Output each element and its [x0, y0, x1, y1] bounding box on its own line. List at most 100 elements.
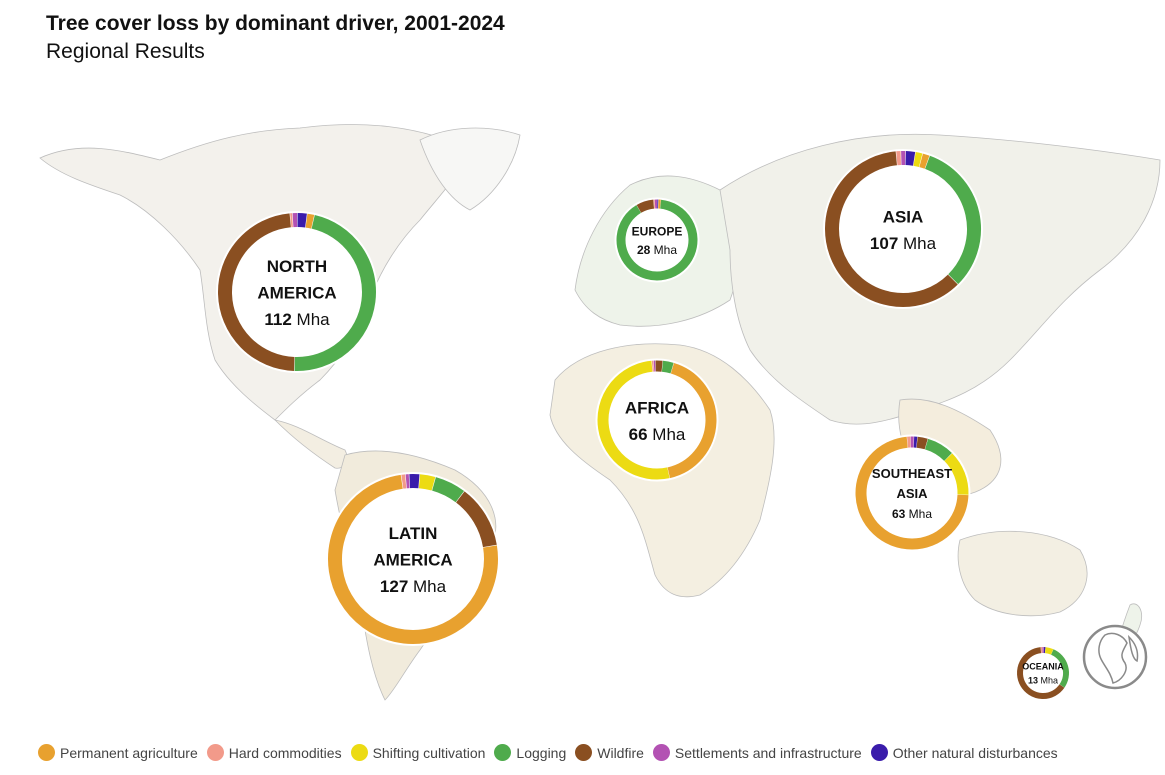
legend-label: Other natural disturbances — [892, 744, 1058, 761]
donut-segment-wildfire — [218, 213, 295, 371]
donut-total-value: 28 — [637, 243, 651, 257]
legend-swatch — [652, 744, 670, 761]
donut-segment-permanent-agriculture — [305, 213, 315, 229]
donut-segment-shifting-cultivation — [944, 453, 969, 495]
donut-background — [326, 472, 500, 646]
legend-swatch — [575, 744, 593, 761]
donut-total-label: 28 Mha — [637, 243, 677, 257]
donut-africa: AFRICA 66 Mha — [595, 358, 719, 482]
donut-total-value: 127 — [380, 577, 408, 596]
donut-segment-logging — [616, 199, 698, 281]
landmass-central-america — [273, 419, 348, 469]
donut-north-america: NORTH AMERICA 112 Mha — [216, 211, 378, 373]
legend-label: Settlements and infrastructure — [674, 744, 862, 761]
donut-background — [853, 434, 971, 552]
donut-background — [1015, 645, 1071, 701]
donut-segment-logging — [294, 215, 376, 371]
donut-total-value: 63 — [892, 507, 906, 521]
donut-segment-permanent-agriculture — [855, 436, 969, 550]
donut-total-unit: Mha — [898, 234, 936, 253]
donut-total-label: 107 Mha — [870, 234, 937, 253]
legend-swatch — [494, 744, 512, 761]
donut-segment-permanent-agriculture — [919, 153, 930, 169]
donut-segment-permanent-agriculture — [667, 362, 717, 479]
donut-region-label: AMERICA — [373, 551, 452, 570]
legend-swatch — [870, 744, 888, 761]
donut-segment-wildfire — [825, 151, 958, 307]
donut-background — [614, 197, 700, 283]
donut-region-label: NORTH — [267, 257, 327, 276]
donut-total-label: 112 Mha — [264, 310, 330, 329]
chart-subtitle: Regional Results — [46, 40, 205, 63]
chart-title: Tree cover loss by dominant driver, 2001… — [46, 12, 505, 35]
donut-background — [823, 149, 983, 309]
legend-item: Wildfire — [575, 744, 644, 761]
landmass-greenland — [419, 127, 521, 211]
donut-region-label: EUROPE — [632, 224, 683, 238]
donut-total-label: 63 Mha — [892, 507, 932, 521]
landmass-australia — [957, 530, 1088, 617]
donut-total-label: 127 Mha — [380, 577, 447, 596]
donut-segment-logging — [924, 438, 952, 461]
donut-europe: EUROPE 28 Mha — [614, 197, 700, 283]
donut-total-unit: Mha — [648, 425, 686, 444]
donut-background — [216, 211, 378, 373]
donut-region-label: SOUTHEAST — [872, 466, 952, 481]
legend-swatch — [350, 744, 368, 761]
donut-segment-shifting-cultivation — [418, 474, 436, 491]
donut-total-label: 66 Mha — [629, 425, 686, 444]
donut-segment-permanent-agriculture — [328, 474, 498, 644]
donut-total-value: 66 — [629, 425, 648, 444]
donut-background — [595, 358, 719, 482]
donut-total-value: 13 — [1028, 675, 1038, 685]
legend-item: Logging — [494, 744, 566, 761]
donut-segment-shifting-cultivation — [1044, 647, 1054, 655]
donut-segment-wildfire — [916, 436, 928, 450]
legend-label: Wildfire — [597, 744, 644, 761]
donut-segment-logging — [1050, 649, 1069, 688]
donut-total-value: 107 — [870, 234, 898, 253]
legend-item: Hard commodities — [206, 744, 342, 761]
donut-southeast-asia: SOUTHEAST ASIA 63 Mha — [853, 434, 971, 552]
donut-region-label: ASIA — [896, 486, 928, 501]
donut-segment-wildfire — [1017, 647, 1065, 699]
legend-item: Permanent agriculture — [38, 744, 198, 761]
donut-segment-other-natural-disturbances — [905, 151, 916, 166]
donut-region-label: OCEANIA — [1022, 662, 1064, 672]
donut-segment-logging — [661, 360, 674, 374]
donut-segment-wildfire — [636, 199, 655, 213]
legend-item: Shifting cultivation — [350, 744, 486, 761]
donut-total-label: 13 Mha — [1028, 675, 1058, 685]
donut-region-label: AMERICA — [257, 284, 336, 303]
donut-asia: ASIA 107 Mha — [823, 149, 983, 309]
donut-region-label: LATIN — [389, 524, 438, 543]
donut-total-unit: Mha — [408, 577, 446, 596]
globe-icon — [1082, 624, 1148, 690]
legend-label: Logging — [516, 744, 567, 761]
legend-swatch — [206, 744, 224, 761]
donut-total-value: 112 — [264, 310, 291, 329]
donut-segment-logging — [431, 477, 465, 503]
donut-latin-america: LATIN AMERICA 127 Mha — [326, 472, 500, 646]
legend-item: Other natural disturbances — [870, 744, 1058, 761]
legend-label: Permanent agriculture — [60, 744, 198, 761]
donut-total-unit: Mha — [1038, 675, 1058, 685]
legend-item: Settlements and infrastructure — [652, 744, 862, 761]
legend-label: Hard commodities — [228, 744, 342, 761]
donut-segment-other-natural-disturbances — [297, 213, 307, 228]
donut-region-label: AFRICA — [625, 398, 689, 417]
donut-segment-logging — [924, 155, 981, 285]
legend: Permanent agriculture Hard commodities Shi… — [38, 744, 1067, 761]
donut-segment-wildfire — [455, 491, 497, 548]
donut-total-unit: Mha — [650, 243, 677, 257]
donut-total-unit: Mha — [905, 507, 932, 521]
donut-segment-shifting-cultivation — [597, 360, 670, 480]
legend-swatch — [38, 744, 55, 761]
donut-segment-shifting-cultivation — [913, 152, 923, 168]
donut-oceania: OCEANIA 13 Mha — [1015, 645, 1071, 701]
donut-region-label: ASIA — [883, 207, 924, 226]
donut-total-unit: Mha — [292, 310, 330, 329]
legend-label: Shifting cultivation — [372, 744, 486, 761]
